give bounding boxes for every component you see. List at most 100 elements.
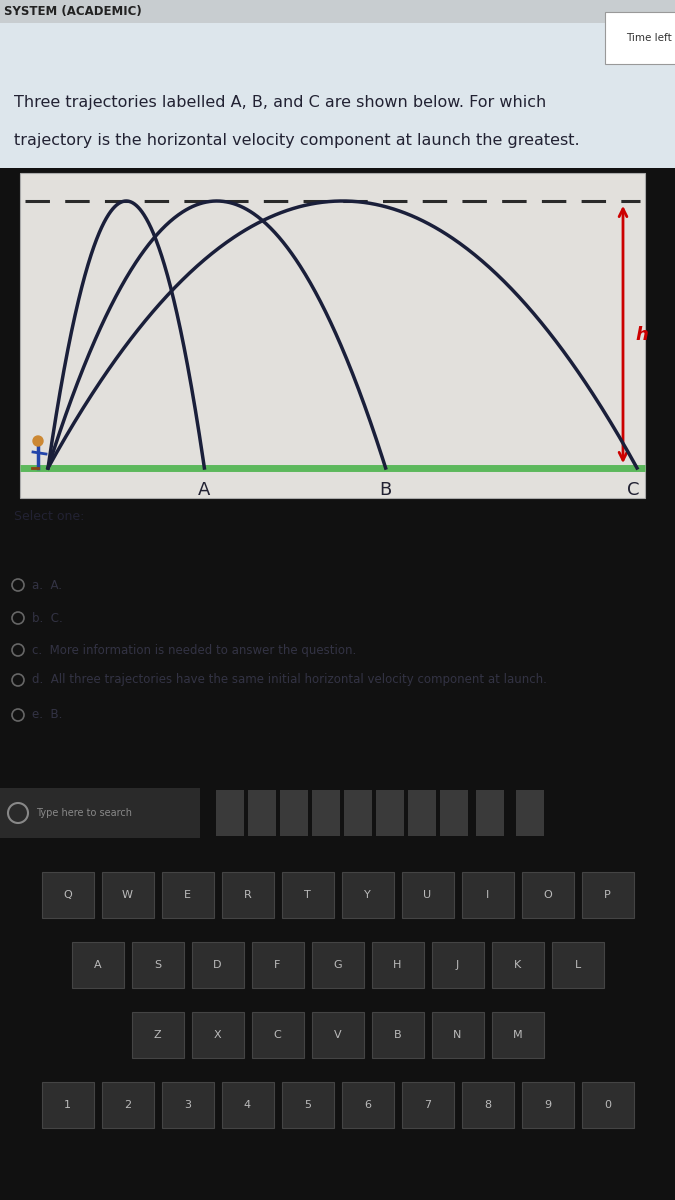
Text: J: J [456, 960, 459, 970]
Bar [522, 1082, 574, 1128]
Text: trajectory is the horizontal velocity component at launch the greatest.: trajectory is the horizontal velocity co… [14, 132, 580, 148]
Text: c.  More information is needed to answer the question.: c. More information is needed to answer … [32, 643, 356, 656]
Bar [311, 1012, 364, 1058]
Text: b.  C.: b. C. [32, 612, 63, 624]
Bar [476, 790, 504, 836]
Bar [41, 1082, 94, 1128]
Bar [281, 872, 333, 918]
Text: 4: 4 [244, 1100, 251, 1110]
Bar [192, 1012, 244, 1058]
Text: SYSTEM (ACADEMIC): SYSTEM (ACADEMIC) [4, 6, 142, 18]
Bar [431, 942, 483, 988]
Text: G: G [333, 960, 342, 970]
Text: A: A [94, 960, 101, 970]
Text: W: W [122, 890, 133, 900]
Bar [280, 790, 308, 836]
Bar [20, 173, 645, 498]
Text: O: O [543, 890, 552, 900]
Text: P: P [604, 890, 611, 900]
Text: 5: 5 [304, 1100, 311, 1110]
Text: 2: 2 [124, 1100, 131, 1110]
Bar [0, 23, 675, 168]
Bar [101, 872, 153, 918]
Bar [161, 1082, 213, 1128]
Bar [462, 872, 514, 918]
Text: C: C [273, 1030, 281, 1040]
Bar [41, 872, 94, 918]
Bar [342, 872, 394, 918]
Bar [161, 872, 213, 918]
Bar [376, 790, 404, 836]
Text: F: F [274, 960, 281, 970]
Bar [252, 1012, 304, 1058]
Text: I: I [486, 890, 489, 900]
Bar [101, 1082, 153, 1128]
Text: B: B [379, 481, 391, 499]
Bar [192, 942, 244, 988]
Text: M: M [513, 1030, 522, 1040]
Bar [281, 1082, 333, 1128]
Bar [216, 790, 244, 836]
Text: L: L [574, 960, 580, 970]
Bar [402, 872, 454, 918]
Text: 9: 9 [544, 1100, 551, 1110]
Text: 8: 8 [484, 1100, 491, 1110]
Text: B: B [394, 1030, 402, 1040]
Circle shape [33, 436, 43, 446]
Bar [312, 790, 340, 836]
Text: Y: Y [364, 890, 371, 900]
Text: R: R [244, 890, 251, 900]
Bar [462, 1082, 514, 1128]
Bar [431, 1012, 483, 1058]
Bar [408, 790, 436, 836]
Text: Q: Q [63, 890, 72, 900]
Text: Type here to search: Type here to search [36, 808, 132, 818]
Bar [72, 942, 124, 988]
Text: 3: 3 [184, 1100, 191, 1110]
Text: N: N [454, 1030, 462, 1040]
Bar [221, 872, 273, 918]
Text: K: K [514, 960, 521, 970]
Text: Time left: Time left [626, 32, 672, 43]
Bar [252, 942, 304, 988]
Text: Three trajectories labelled A, B, and C are shown below. For which: Three trajectories labelled A, B, and C … [14, 95, 546, 109]
Text: T: T [304, 890, 311, 900]
Text: e.  B.: e. B. [32, 708, 62, 721]
Text: X: X [214, 1030, 221, 1040]
Bar [371, 1012, 423, 1058]
Bar [516, 790, 544, 836]
Bar [371, 942, 423, 988]
Text: C: C [627, 481, 639, 499]
Bar [221, 1082, 273, 1128]
Text: V: V [333, 1030, 342, 1040]
Text: 1: 1 [64, 1100, 71, 1110]
Bar [491, 1012, 543, 1058]
Bar [0, 788, 200, 838]
Text: d.  All three trajectories have the same initial horizontal velocity component a: d. All three trajectories have the same … [32, 673, 547, 686]
Bar [344, 790, 372, 836]
Bar [551, 942, 603, 988]
Text: A: A [198, 481, 211, 499]
Bar [248, 790, 276, 836]
Text: H: H [394, 960, 402, 970]
Text: U: U [423, 890, 431, 900]
Text: 6: 6 [364, 1100, 371, 1110]
Bar [581, 1082, 634, 1128]
Bar [342, 1082, 394, 1128]
Text: 0: 0 [604, 1100, 611, 1110]
Bar [491, 942, 543, 988]
Text: 7: 7 [424, 1100, 431, 1110]
Bar [132, 942, 184, 988]
Bar [402, 1082, 454, 1128]
Text: E: E [184, 890, 191, 900]
Text: D: D [213, 960, 222, 970]
Text: Select one:: Select one: [14, 510, 84, 522]
Text: S: S [154, 960, 161, 970]
Bar [581, 872, 634, 918]
Bar [0, 32, 675, 78]
Text: h: h [635, 325, 648, 343]
Bar [440, 790, 468, 836]
Bar [311, 942, 364, 988]
Bar [522, 872, 574, 918]
Text: a.  A.: a. A. [32, 578, 62, 592]
